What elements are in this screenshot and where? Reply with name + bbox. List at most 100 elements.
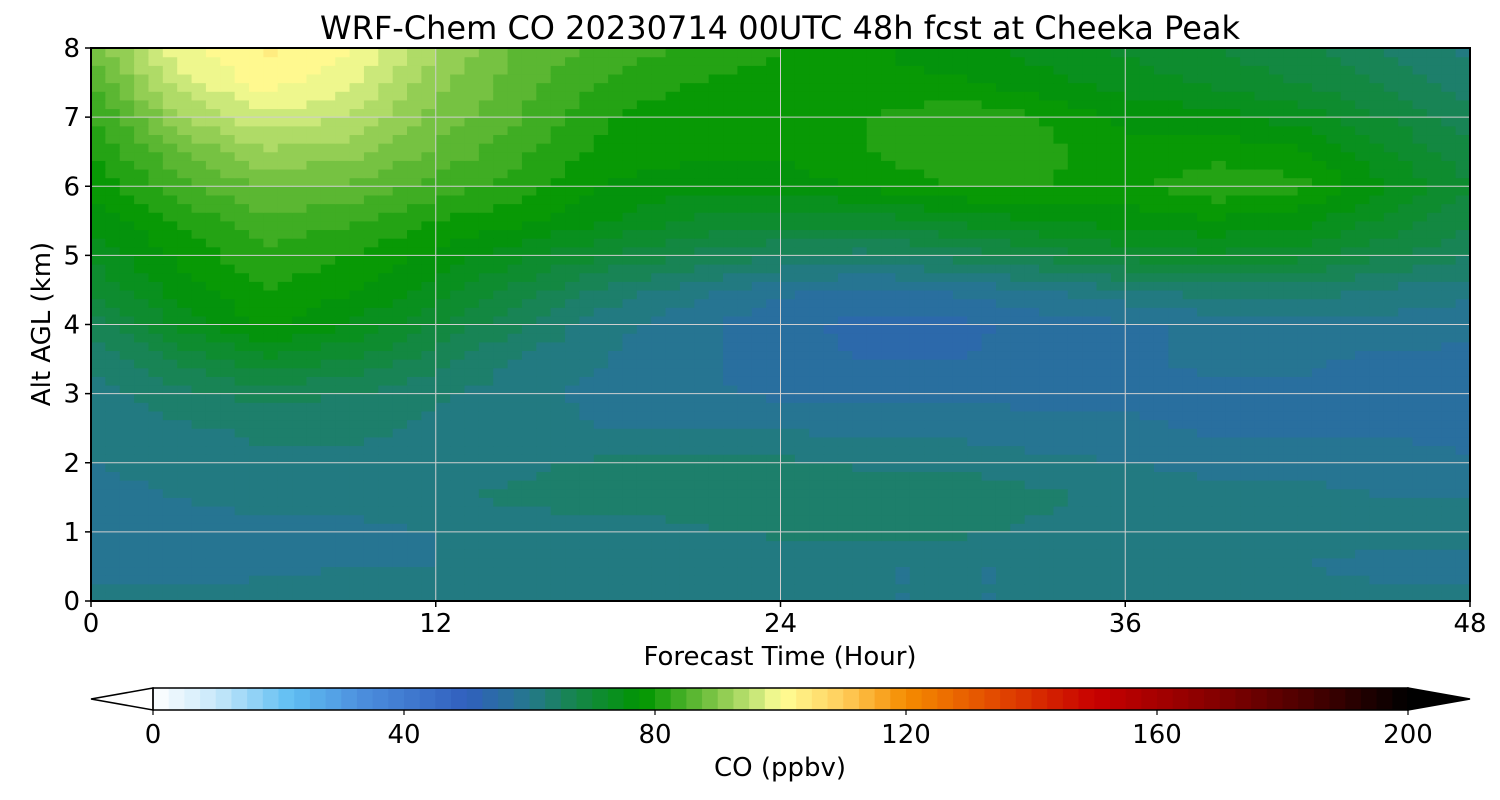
heat-cell [1182, 194, 1198, 205]
heat-cell [622, 203, 638, 213]
heat-cell [1125, 410, 1141, 421]
heat-cell [723, 194, 738, 205]
heat-cell [1412, 445, 1428, 455]
heat-cell [205, 566, 221, 576]
heat-cell [565, 177, 580, 187]
heat-cell [1024, 488, 1040, 498]
heat-cell [1441, 402, 1457, 412]
heat-cell [780, 177, 796, 187]
heat-cell [148, 229, 164, 239]
heat-cell [536, 229, 552, 239]
heat-cell [550, 523, 566, 533]
heat-cell [723, 445, 738, 455]
heat-cell [1211, 480, 1227, 490]
heat-cell [306, 177, 322, 187]
heat-cell [622, 454, 638, 464]
heat-cell [349, 436, 365, 447]
heat-cell [1225, 454, 1241, 464]
heat-cell [407, 289, 422, 300]
heat-cell [1326, 376, 1342, 386]
heat-cell [1010, 592, 1026, 601]
heat-cell [565, 402, 580, 412]
heat-cell [1010, 436, 1026, 447]
heat-cell [1369, 367, 1385, 377]
heat-cell [852, 376, 868, 386]
heat-cell [550, 531, 566, 542]
heat-cell [1110, 462, 1126, 472]
heat-cell [1110, 540, 1126, 550]
heat-cell [292, 194, 308, 205]
heat-cell [1340, 497, 1356, 507]
heat-cell [1254, 229, 1270, 239]
heat-cell [105, 229, 121, 239]
heat-cell [306, 592, 322, 601]
heat-cell [780, 289, 796, 300]
heat-cell [335, 428, 351, 438]
heat-cell [1426, 177, 1442, 187]
heat-cell [679, 359, 695, 369]
heat-cell [349, 480, 365, 490]
heat-cell [981, 583, 997, 593]
heat-cell [1125, 315, 1141, 326]
heat-cell [679, 203, 695, 213]
heat-cell [1369, 324, 1385, 334]
heat-cell [1240, 229, 1256, 239]
heat-cell [1268, 359, 1284, 369]
heat-cell [794, 186, 810, 196]
heat-cell [220, 220, 236, 231]
heat-cell [1024, 229, 1040, 239]
heat-cell [105, 246, 121, 256]
heat-cell [478, 531, 494, 542]
heat-cell [622, 428, 638, 438]
heat-cell [119, 514, 135, 524]
heat-cell [694, 462, 710, 472]
heat-cell [608, 194, 624, 205]
heat-cell [1110, 566, 1126, 576]
heat-cell [1096, 540, 1112, 550]
heat-cell [1369, 540, 1385, 550]
heat-cell [435, 168, 451, 179]
heat-cell [1369, 480, 1385, 490]
heat-cell [565, 212, 580, 222]
heat-cell [751, 264, 767, 274]
heat-cell [521, 168, 537, 179]
heat-cell [852, 583, 868, 593]
heat-cell [378, 289, 394, 300]
heat-cell [320, 212, 336, 222]
heat-cell [378, 238, 394, 248]
heat-cell [1125, 549, 1141, 559]
heat-cell [320, 324, 336, 334]
heat-cell [823, 160, 839, 170]
heat-cell [866, 592, 882, 601]
heat-cell [579, 229, 595, 239]
heat-cell [177, 557, 193, 568]
heat-cell [1340, 428, 1356, 438]
heat-cell [1297, 367, 1313, 377]
heat-cell [1455, 229, 1470, 239]
heat-cell [1082, 575, 1098, 585]
heat-cell [1340, 488, 1356, 498]
heat-cell [105, 531, 121, 542]
heat-cell [593, 151, 609, 161]
heat-cell [550, 557, 566, 568]
heat-cell [91, 376, 106, 386]
heat-cell [1383, 367, 1399, 377]
heat-cell [478, 229, 494, 239]
heat-cell [823, 531, 839, 542]
heat-cell [335, 592, 351, 601]
heat-cell [636, 566, 652, 576]
heat-cell [723, 315, 738, 326]
heat-cell [177, 514, 193, 524]
heat-cell [895, 186, 911, 196]
heat-cell [780, 151, 796, 161]
heat-cell [1225, 367, 1241, 377]
heat-cell [651, 540, 667, 550]
heat-cell [1067, 315, 1083, 326]
heat-cell [1082, 238, 1098, 248]
heat-cell [938, 255, 954, 265]
heat-cell [177, 315, 193, 326]
heat-cell [794, 445, 810, 455]
heat-cell [780, 255, 796, 265]
heat-cell [938, 428, 954, 438]
heat-cell [1125, 393, 1141, 403]
